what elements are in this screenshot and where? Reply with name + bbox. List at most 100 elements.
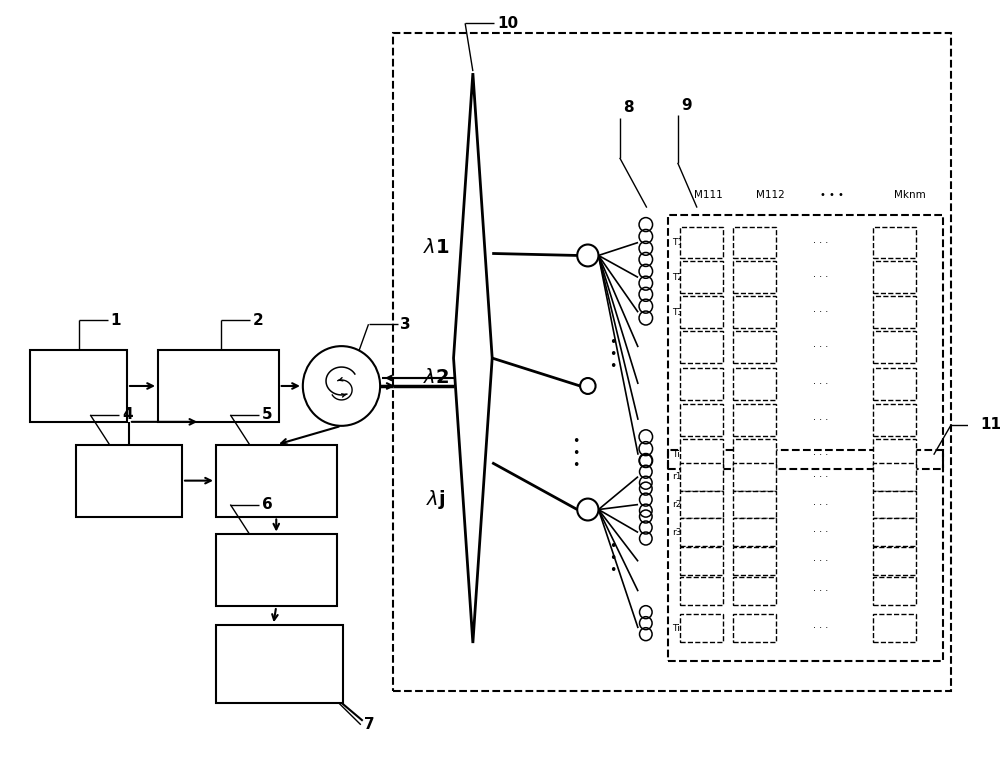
Bar xyxy=(873,226,916,258)
Bar xyxy=(873,331,916,363)
Text: 8: 8 xyxy=(624,101,634,116)
Bar xyxy=(680,296,723,328)
Bar xyxy=(680,547,723,575)
Bar xyxy=(680,368,723,400)
Text: •: • xyxy=(573,435,580,448)
Bar xyxy=(733,226,776,258)
Bar xyxy=(733,491,776,518)
Text: Ti: Ti xyxy=(672,450,680,459)
Bar xyxy=(680,614,723,642)
Text: •: • xyxy=(609,347,617,360)
Bar xyxy=(158,350,279,422)
Bar xyxy=(733,368,776,400)
Bar xyxy=(680,439,723,471)
Text: · · ·: · · · xyxy=(813,342,828,352)
Bar xyxy=(216,445,337,517)
Text: · · ·: · · · xyxy=(813,450,828,459)
Bar xyxy=(873,296,916,328)
Bar xyxy=(680,491,723,518)
Text: •: • xyxy=(609,540,617,553)
Text: M111: M111 xyxy=(694,190,723,200)
Text: •: • xyxy=(573,447,580,460)
Text: T1: T1 xyxy=(672,238,683,247)
Text: T2: T2 xyxy=(672,273,683,282)
Text: 11: 11 xyxy=(980,418,1000,432)
Text: •: • xyxy=(609,360,617,373)
Bar xyxy=(680,518,723,546)
Bar xyxy=(873,491,916,518)
Text: M112: M112 xyxy=(756,190,785,200)
Bar xyxy=(733,578,776,605)
Bar xyxy=(733,547,776,575)
Bar xyxy=(873,578,916,605)
Text: • • •: • • • xyxy=(820,190,844,200)
Bar xyxy=(733,296,776,328)
Text: · · ·: · · · xyxy=(813,272,828,283)
Text: •: • xyxy=(573,459,580,472)
Circle shape xyxy=(577,498,598,520)
Text: r2: r2 xyxy=(672,500,681,509)
Bar xyxy=(733,261,776,293)
Bar xyxy=(668,450,943,661)
Bar xyxy=(680,404,723,436)
Text: Ti: Ti xyxy=(672,623,680,632)
Text: · · ·: · · · xyxy=(813,623,828,633)
Text: r1: r1 xyxy=(672,472,681,481)
Text: •: • xyxy=(609,564,617,577)
Bar xyxy=(733,331,776,363)
Text: · · ·: · · · xyxy=(813,472,828,482)
Bar xyxy=(873,404,916,436)
Text: 3: 3 xyxy=(400,317,411,331)
Text: T3: T3 xyxy=(672,308,683,317)
Bar xyxy=(733,439,776,471)
Bar xyxy=(680,578,723,605)
Circle shape xyxy=(303,346,380,426)
Text: · · ·: · · · xyxy=(813,307,828,317)
Bar xyxy=(873,261,916,293)
Text: $\lambda$j: $\lambda$j xyxy=(426,488,446,511)
Text: 2: 2 xyxy=(253,312,263,328)
Text: · · ·: · · · xyxy=(813,527,828,537)
Text: · · ·: · · · xyxy=(813,238,828,248)
Bar xyxy=(393,34,951,691)
Bar xyxy=(873,368,916,400)
Bar xyxy=(680,226,723,258)
Polygon shape xyxy=(454,73,492,643)
Text: · · ·: · · · xyxy=(813,379,828,389)
Bar xyxy=(873,614,916,642)
Text: · · ·: · · · xyxy=(813,556,828,566)
Text: · · ·: · · · xyxy=(813,500,828,510)
Circle shape xyxy=(577,245,598,267)
Bar xyxy=(733,463,776,491)
Bar xyxy=(873,439,916,471)
Bar xyxy=(680,261,723,293)
Text: 6: 6 xyxy=(262,497,273,512)
Bar xyxy=(873,463,916,491)
Text: $\lambda$1: $\lambda$1 xyxy=(423,238,449,257)
Text: r3: r3 xyxy=(672,528,681,537)
Bar xyxy=(76,445,182,517)
Bar xyxy=(733,518,776,546)
Text: •: • xyxy=(609,552,617,565)
Bar xyxy=(216,625,343,703)
Bar xyxy=(733,404,776,436)
Bar xyxy=(216,534,337,607)
Bar xyxy=(30,350,127,422)
Text: 10: 10 xyxy=(497,16,518,30)
Text: 7: 7 xyxy=(364,717,374,732)
Text: $\lambda$2: $\lambda$2 xyxy=(423,367,449,386)
Text: 1: 1 xyxy=(111,312,121,328)
Bar xyxy=(733,614,776,642)
Text: 4: 4 xyxy=(122,408,133,422)
Text: Mknm: Mknm xyxy=(894,190,925,200)
Bar xyxy=(873,518,916,546)
Text: 5: 5 xyxy=(262,408,273,422)
Circle shape xyxy=(580,378,596,394)
Text: 9: 9 xyxy=(682,98,692,113)
Text: •: • xyxy=(609,335,617,349)
Bar xyxy=(873,547,916,575)
Text: · · ·: · · · xyxy=(813,586,828,596)
Text: · · ·: · · · xyxy=(813,415,828,425)
Bar xyxy=(680,463,723,491)
Bar xyxy=(668,215,943,469)
